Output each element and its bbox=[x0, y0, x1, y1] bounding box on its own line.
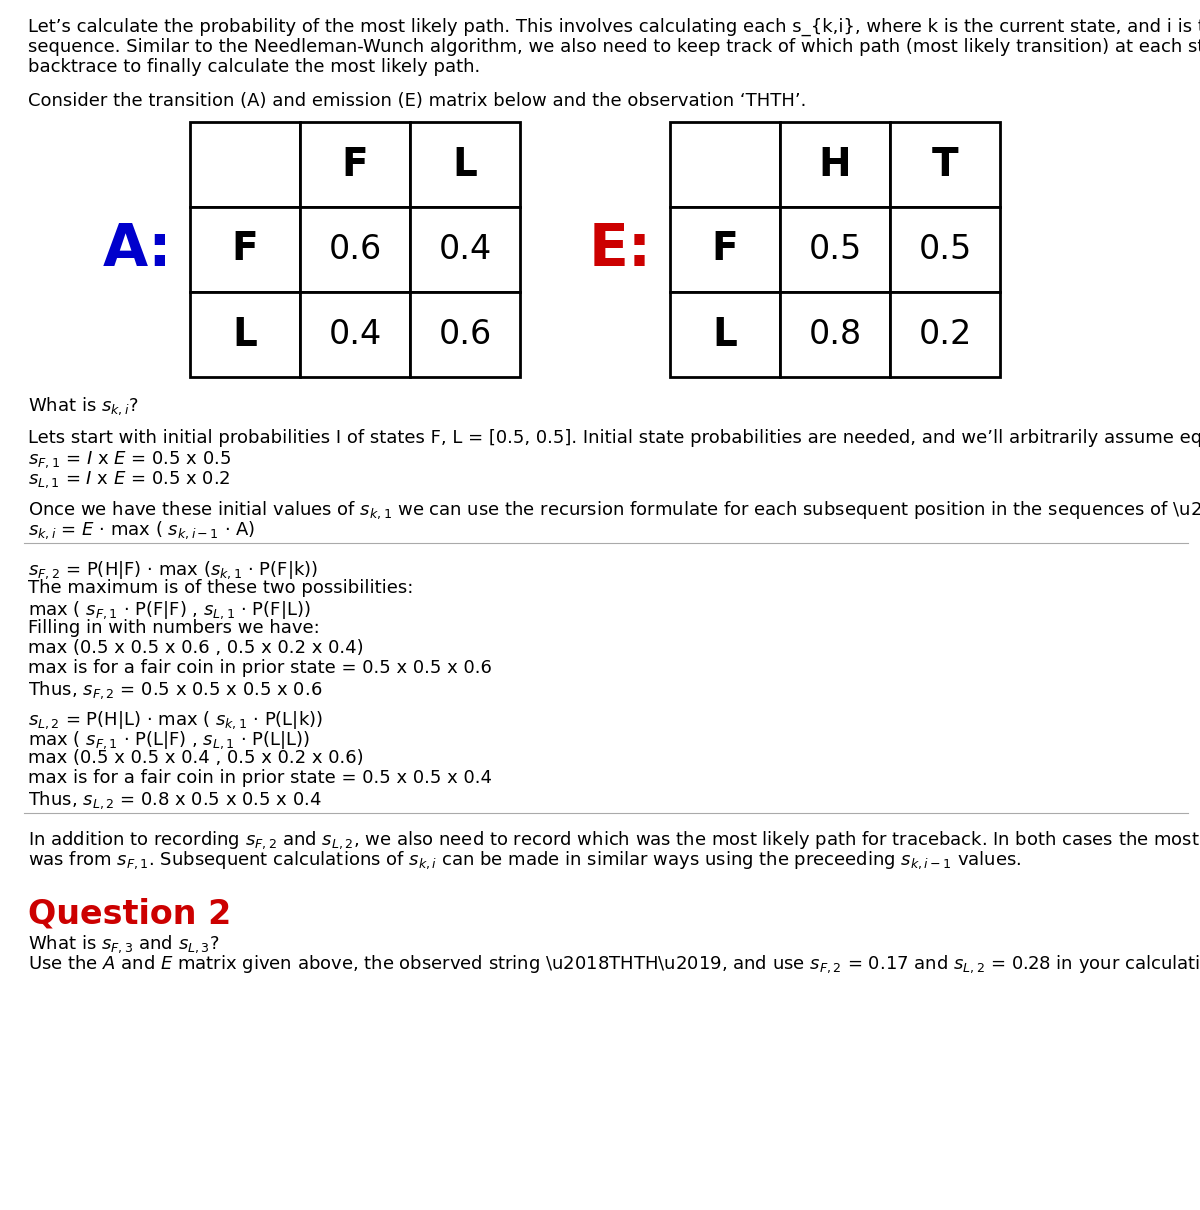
Text: $s_{F,2}$ = P(H|F) $\cdot$ max ($s_{k,1}$ $\cdot$ P(F|k)): $s_{F,2}$ = P(H|F) $\cdot$ max ($s_{k,1}… bbox=[28, 559, 318, 581]
Text: 0.4: 0.4 bbox=[329, 318, 382, 351]
Text: In addition to recording $s_{F,2}$ and $s_{L,2}$, we also need to record which w: In addition to recording $s_{F,2}$ and $… bbox=[28, 829, 1200, 851]
Text: $s_{L,1}$ = $I$ x $E$ = 0.5 x 0.2: $s_{L,1}$ = $I$ x $E$ = 0.5 x 0.2 bbox=[28, 469, 230, 490]
Bar bbox=[670, 122, 780, 207]
Text: max ( $s_{F,1}$ $\cdot$ P(F|F) , $s_{L,1}$ $\cdot$ P(F|L)): max ( $s_{F,1}$ $\cdot$ P(F|F) , $s_{L,1… bbox=[28, 599, 311, 621]
Bar bbox=[890, 122, 1000, 207]
Text: 0.4: 0.4 bbox=[438, 234, 492, 266]
Bar bbox=[410, 207, 520, 292]
Text: F: F bbox=[342, 145, 368, 184]
Text: backtrace to finally calculate the most likely path.: backtrace to finally calculate the most … bbox=[28, 58, 480, 76]
Text: 0.8: 0.8 bbox=[809, 318, 862, 351]
Text: Once we have these initial values of $s_{k,1}$ we can use the recursion formulat: Once we have these initial values of $s_… bbox=[28, 499, 1200, 520]
Bar bbox=[190, 207, 300, 292]
Bar bbox=[300, 207, 410, 292]
Text: Lets start with initial probabilities I of states F, L = [0.5, 0.5]. Initial sta: Lets start with initial probabilities I … bbox=[28, 430, 1200, 446]
Text: Let’s calculate the probability of the most likely path. This involves calculati: Let’s calculate the probability of the m… bbox=[28, 18, 1200, 36]
Text: L: L bbox=[452, 145, 478, 184]
Text: 0.6: 0.6 bbox=[438, 318, 492, 351]
Text: Thus, $s_{L,2}$ = 0.8 x 0.5 x 0.5 x 0.4: Thus, $s_{L,2}$ = 0.8 x 0.5 x 0.5 x 0.4 bbox=[28, 789, 322, 811]
Text: $s_{L,2}$ = P(H|L) $\cdot$ max ( $s_{k,1}$ $\cdot$ P(L|k)): $s_{L,2}$ = P(H|L) $\cdot$ max ( $s_{k,1… bbox=[28, 709, 323, 731]
Text: Filling in with numbers we have:: Filling in with numbers we have: bbox=[28, 620, 319, 636]
Text: Use the $A$ and $E$ matrix given above, the observed string \u2018THTH\u2019, an: Use the $A$ and $E$ matrix given above, … bbox=[28, 953, 1200, 974]
Text: L: L bbox=[713, 316, 738, 353]
Text: Question 2: Question 2 bbox=[28, 897, 232, 930]
Text: What is $s_{k,i}$?: What is $s_{k,i}$? bbox=[28, 394, 138, 416]
Text: Consider the transition (A) and emission (E) matrix below and the observation ‘T: Consider the transition (A) and emission… bbox=[28, 92, 806, 110]
Bar bbox=[670, 207, 780, 292]
Bar bbox=[780, 207, 890, 292]
Text: max ( $s_{F,1}$ $\cdot$ P(L|F) , $s_{L,1}$ $\cdot$ P(L|L)): max ( $s_{F,1}$ $\cdot$ P(L|F) , $s_{L,1… bbox=[28, 728, 310, 750]
Bar bbox=[190, 122, 300, 207]
Text: max is for a fair coin in prior state = 0.5 x 0.5 x 0.4: max is for a fair coin in prior state = … bbox=[28, 770, 492, 787]
Bar bbox=[410, 292, 520, 378]
Text: E:: E: bbox=[589, 221, 652, 278]
Bar bbox=[300, 122, 410, 207]
Bar bbox=[670, 292, 780, 378]
Text: A:: A: bbox=[102, 221, 172, 278]
Text: 0.5: 0.5 bbox=[918, 234, 972, 266]
Text: The maximum is of these two possibilities:: The maximum is of these two possibilitie… bbox=[28, 580, 413, 597]
Text: $s_{F,1}$ = $I$ x $E$ = 0.5 x 0.5: $s_{F,1}$ = $I$ x $E$ = 0.5 x 0.5 bbox=[28, 449, 232, 469]
Text: $s_{k,i}$ = $E$ $\cdot$ max ( $s_{k,i-1}$ $\cdot$ A): $s_{k,i}$ = $E$ $\cdot$ max ( $s_{k,i-1}… bbox=[28, 519, 256, 541]
Bar bbox=[410, 122, 520, 207]
Text: was from $s_{F,1}$. Subsequent calculations of $s_{k,i}$ can be made in similar : was from $s_{F,1}$. Subsequent calculati… bbox=[28, 849, 1021, 871]
Bar bbox=[780, 122, 890, 207]
Text: max (0.5 x 0.5 x 0.4 , 0.5 x 0.2 x 0.6): max (0.5 x 0.5 x 0.4 , 0.5 x 0.2 x 0.6) bbox=[28, 749, 364, 767]
Bar bbox=[300, 292, 410, 378]
Text: H: H bbox=[818, 145, 851, 184]
Text: F: F bbox=[232, 230, 258, 269]
Text: 0.2: 0.2 bbox=[918, 318, 972, 351]
Text: 0.5: 0.5 bbox=[809, 234, 862, 266]
Bar bbox=[190, 292, 300, 378]
Text: T: T bbox=[931, 145, 959, 184]
Bar bbox=[890, 292, 1000, 378]
Text: L: L bbox=[233, 316, 258, 353]
Text: max is for a fair coin in prior state = 0.5 x 0.5 x 0.6: max is for a fair coin in prior state = … bbox=[28, 659, 492, 678]
Text: F: F bbox=[712, 230, 738, 269]
Bar bbox=[780, 292, 890, 378]
Bar bbox=[890, 207, 1000, 292]
Text: Thus, $s_{F,2}$ = 0.5 x 0.5 x 0.5 x 0.6: Thus, $s_{F,2}$ = 0.5 x 0.5 x 0.5 x 0.6 bbox=[28, 679, 323, 701]
Text: max (0.5 x 0.5 x 0.6 , 0.5 x 0.2 x 0.4): max (0.5 x 0.5 x 0.6 , 0.5 x 0.2 x 0.4) bbox=[28, 639, 364, 657]
Text: What is $s_{F,3}$ and $s_{L,3}$?: What is $s_{F,3}$ and $s_{L,3}$? bbox=[28, 933, 220, 955]
Text: 0.6: 0.6 bbox=[329, 234, 382, 266]
Text: sequence. Similar to the Needleman-Wunch algorithm, we also need to keep track o: sequence. Similar to the Needleman-Wunch… bbox=[28, 38, 1200, 56]
